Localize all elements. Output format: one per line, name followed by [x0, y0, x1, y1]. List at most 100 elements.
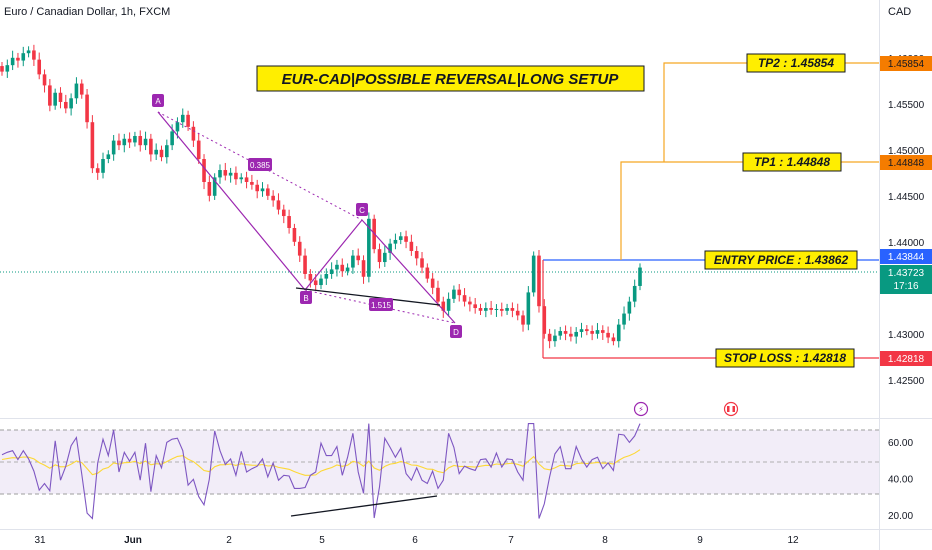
pattern-point-c: C: [359, 206, 365, 215]
candle: [393, 233, 398, 250]
candle: [430, 272, 435, 295]
candle: [95, 163, 100, 180]
pattern-point-b-bg: [300, 291, 312, 304]
ratio-bd-bg: [369, 298, 393, 311]
candle: [202, 154, 206, 190]
candle: [106, 150, 111, 164]
candle: [611, 333, 616, 346]
candle: [127, 132, 132, 149]
candle: [297, 236, 302, 262]
candle: [441, 296, 446, 318]
candle: [250, 174, 254, 190]
candle: [228, 167, 233, 183]
candle: [515, 303, 520, 321]
candle: [149, 133, 153, 162]
candle: [212, 173, 217, 200]
pattern-point-b: B: [303, 294, 308, 303]
time-tick-label: 2: [226, 535, 232, 546]
symbol-title[interactable]: Euro / Canadian Dollar, 1h, FXCM: [4, 6, 170, 18]
candle: [388, 238, 392, 260]
candle: [351, 249, 355, 274]
candle: [21, 46, 26, 67]
candle: [26, 46, 31, 58]
pattern-point-d-bg: [450, 325, 462, 338]
tp1-line: [620, 161, 879, 260]
stop-label-box: [715, 348, 855, 368]
candle: [452, 285, 456, 303]
candle: [558, 326, 563, 340]
candle: [207, 175, 212, 202]
candle: [563, 325, 568, 341]
price-tick-label: 1.42500: [888, 376, 925, 387]
rsi-axis[interactable]: 60.00 40.00 20.00: [888, 438, 913, 522]
trade-setup[interactable]: TP2 : 1.45854 TP1 : 1.44848 ENTRY PRICE …: [542, 53, 879, 368]
candle: [324, 268, 329, 285]
candle: [303, 248, 307, 279]
candle: [367, 212, 371, 283]
price-tick-label: 1.44000: [888, 238, 925, 249]
candle: [340, 258, 345, 277]
candle: [521, 310, 525, 332]
rsi-moving-average: [1, 449, 641, 476]
candle: [446, 292, 451, 317]
candle: [420, 252, 424, 274]
candle: [436, 280, 440, 307]
candle: [377, 243, 382, 269]
setup-banner: EUR-CAD|POSSIBLE REVERSAL|LONG SETUP: [282, 71, 620, 88]
candle: [398, 232, 403, 245]
tp2-price-badge-bg: [880, 56, 932, 71]
economic-event-icon[interactable]: ⚡: [633, 401, 649, 417]
tp2-line: [663, 62, 879, 162]
time-tick-label: 8: [602, 535, 608, 546]
tp1-price-badge: 1.44848: [888, 158, 925, 169]
setup-banner-box: [256, 65, 645, 92]
candle: [531, 251, 536, 297]
candle: [590, 325, 594, 341]
price-axis[interactable]: 1.460001.455001.450001.445001.440001.435…: [888, 54, 925, 387]
pattern-leg-ab: [157, 111, 306, 291]
candle: [260, 182, 265, 197]
candle: [383, 245, 387, 267]
current-price-badge-bg: [880, 265, 932, 294]
candle: [356, 248, 361, 266]
candle: [53, 88, 57, 110]
stop-price-badge-bg: [880, 351, 932, 366]
canada-flag-event-icon[interactable]: [723, 401, 739, 417]
candle: [79, 79, 84, 99]
candle: [319, 274, 323, 290]
time-tick-label: 12: [787, 535, 799, 546]
candle: [74, 77, 79, 104]
candle: [542, 299, 547, 339]
candle: [234, 166, 238, 185]
candle: [276, 193, 281, 215]
rsi-divergence-line: [290, 495, 438, 517]
rsi-line[interactable]: [1, 423, 641, 520]
candle: [69, 93, 73, 116]
candle: [85, 88, 89, 129]
time-tick-label: 31: [34, 535, 46, 546]
candlestick-series[interactable]: [0, 44, 642, 349]
candle: [0, 61, 4, 76]
abcd-pattern[interactable]: A B C D 0.385 1.515: [152, 94, 462, 338]
time-tick-label: 7: [508, 535, 514, 546]
candle: [16, 52, 20, 68]
candle: [308, 269, 313, 288]
svg-text:⚡: ⚡: [638, 405, 644, 414]
candle: [585, 325, 589, 336]
time-axis[interactable]: 31 Jun 2 5 6 7 8 9 12: [34, 535, 799, 546]
candle: [64, 94, 68, 114]
candle: [579, 322, 584, 338]
candle: [553, 329, 557, 347]
candle: [409, 234, 414, 256]
candle: [425, 263, 430, 283]
candle: [138, 130, 143, 152]
ratio-ac-label: 0.385: [250, 161, 271, 170]
candle: [117, 133, 121, 151]
candle: [547, 328, 552, 349]
candle: [478, 303, 483, 315]
bar-countdown: 17:16: [893, 281, 918, 292]
candle: [196, 133, 201, 164]
candle: [484, 302, 488, 318]
time-tick-label: 5: [319, 535, 325, 546]
price-tick-label: 1.44500: [888, 192, 925, 203]
